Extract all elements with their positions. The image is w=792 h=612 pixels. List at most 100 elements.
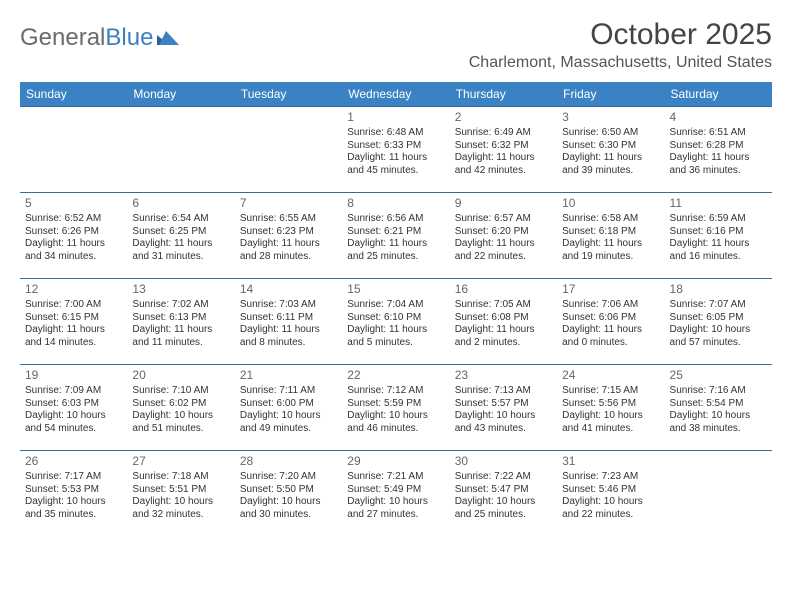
day-number: 7 (240, 196, 337, 211)
calendar-cell: 14Sunrise: 7:03 AMSunset: 6:11 PMDayligh… (235, 279, 342, 365)
calendar-cell: 22Sunrise: 7:12 AMSunset: 5:59 PMDayligh… (342, 365, 449, 451)
sunrise-text: Sunrise: 6:54 AM (132, 213, 229, 226)
daylight-text: Daylight: 10 hours and 49 minutes. (240, 410, 337, 435)
sunrise-text: Sunrise: 7:04 AM (347, 299, 444, 312)
sunset-text: Sunset: 6:00 PM (240, 398, 337, 411)
day-number: 20 (132, 368, 229, 383)
sunset-text: Sunset: 6:23 PM (240, 226, 337, 239)
sunrise-text: Sunrise: 6:51 AM (670, 127, 767, 140)
sunset-text: Sunset: 6:32 PM (455, 140, 552, 153)
day-number: 23 (455, 368, 552, 383)
calendar-cell: 9Sunrise: 6:57 AMSunset: 6:20 PMDaylight… (450, 193, 557, 279)
daylight-text: Daylight: 11 hours and 36 minutes. (670, 152, 767, 177)
sunrise-text: Sunrise: 7:00 AM (25, 299, 122, 312)
daylight-text: Daylight: 10 hours and 32 minutes. (132, 496, 229, 521)
sunrise-text: Sunrise: 7:20 AM (240, 471, 337, 484)
day-number: 16 (455, 282, 552, 297)
sunrise-text: Sunrise: 6:55 AM (240, 213, 337, 226)
sunset-text: Sunset: 5:50 PM (240, 484, 337, 497)
sunset-text: Sunset: 6:15 PM (25, 312, 122, 325)
calendar-cell: 13Sunrise: 7:02 AMSunset: 6:13 PMDayligh… (127, 279, 234, 365)
sunrise-text: Sunrise: 6:49 AM (455, 127, 552, 140)
daylight-text: Daylight: 11 hours and 19 minutes. (562, 238, 659, 263)
daylight-text: Daylight: 10 hours and 35 minutes. (25, 496, 122, 521)
day-number: 14 (240, 282, 337, 297)
sunrise-text: Sunrise: 6:56 AM (347, 213, 444, 226)
logo-icon (157, 27, 183, 47)
calendar-cell: 23Sunrise: 7:13 AMSunset: 5:57 PMDayligh… (450, 365, 557, 451)
daylight-text: Daylight: 10 hours and 27 minutes. (347, 496, 444, 521)
sunset-text: Sunset: 5:57 PM (455, 398, 552, 411)
sunset-text: Sunset: 6:20 PM (455, 226, 552, 239)
sunset-text: Sunset: 6:02 PM (132, 398, 229, 411)
calendar-cell (20, 107, 127, 193)
daylight-text: Daylight: 10 hours and 51 minutes. (132, 410, 229, 435)
day-number: 12 (25, 282, 122, 297)
calendar-cell: 25Sunrise: 7:16 AMSunset: 5:54 PMDayligh… (665, 365, 772, 451)
sunset-text: Sunset: 6:10 PM (347, 312, 444, 325)
sunrise-text: Sunrise: 7:06 AM (562, 299, 659, 312)
sunrise-text: Sunrise: 6:52 AM (25, 213, 122, 226)
sunrise-text: Sunrise: 7:05 AM (455, 299, 552, 312)
daylight-text: Daylight: 11 hours and 22 minutes. (455, 238, 552, 263)
sunset-text: Sunset: 5:53 PM (25, 484, 122, 497)
header: GeneralBlue October 2025 Charlemont, Mas… (20, 18, 772, 78)
daylight-text: Daylight: 10 hours and 43 minutes. (455, 410, 552, 435)
day-header: Sunday (20, 82, 127, 107)
daylight-text: Daylight: 11 hours and 11 minutes. (132, 324, 229, 349)
day-number: 21 (240, 368, 337, 383)
daylight-text: Daylight: 11 hours and 25 minutes. (347, 238, 444, 263)
sunrise-text: Sunrise: 7:03 AM (240, 299, 337, 312)
day-number: 9 (455, 196, 552, 211)
calendar-cell: 16Sunrise: 7:05 AMSunset: 6:08 PMDayligh… (450, 279, 557, 365)
day-number: 30 (455, 454, 552, 469)
logo-text-1: General (20, 24, 105, 52)
sunset-text: Sunset: 5:49 PM (347, 484, 444, 497)
day-header: Monday (127, 82, 234, 107)
sunset-text: Sunset: 5:46 PM (562, 484, 659, 497)
logo-text-2: Blue (105, 24, 153, 52)
sunrise-text: Sunrise: 6:50 AM (562, 127, 659, 140)
calendar-cell: 28Sunrise: 7:20 AMSunset: 5:50 PMDayligh… (235, 451, 342, 537)
calendar-week-row: 12 Sunrise: 7:00 AMSunset: 6:15 PM Dayligh… (20, 279, 772, 365)
sunrise-text: Sunrise: 7:09 AM (25, 385, 122, 398)
calendar-cell (665, 451, 772, 537)
logo: GeneralBlue (20, 24, 183, 52)
calendar-cell: 3Sunrise: 6:50 AMSunset: 6:30 PMDaylight… (557, 107, 664, 193)
sunrise-text: Sunrise: 7:10 AM (132, 385, 229, 398)
sunset-text: Sunset: 6:25 PM (132, 226, 229, 239)
daylight-text: Daylight: 11 hours and 45 minutes. (347, 152, 444, 177)
calendar-cell: 17Sunrise: 7:06 AMSunset: 6:06 PMDayligh… (557, 279, 664, 365)
day-number: 5 (25, 196, 122, 211)
day-header: Wednesday (342, 82, 449, 107)
calendar-week-row: 19Sunrise: 7:09 AMSunset: 6:03 PMDayligh… (20, 365, 772, 451)
title-block: October 2025 Charlemont, Massachusetts, … (469, 18, 772, 78)
calendar-cell: 27Sunrise: 7:18 AMSunset: 5:51 PMDayligh… (127, 451, 234, 537)
sunset-text: Sunset: 6:08 PM (455, 312, 552, 325)
sunrise-text: Sunrise: 7:22 AM (455, 471, 552, 484)
calendar-cell: 7Sunrise: 6:55 AMSunset: 6:23 PMDaylight… (235, 193, 342, 279)
calendar-cell: 11Sunrise: 6:59 AMSunset: 6:16 PMDayligh… (665, 193, 772, 279)
calendar-cell: 6Sunrise: 6:54 AMSunset: 6:25 PMDaylight… (127, 193, 234, 279)
daylight-text: Daylight: 10 hours and 25 minutes. (455, 496, 552, 521)
sunrise-text: Sunrise: 7:15 AM (562, 385, 659, 398)
daylight-text: Daylight: 10 hours and 22 minutes. (562, 496, 659, 521)
sunrise-text: Sunrise: 7:07 AM (670, 299, 767, 312)
sunset-text: Sunset: 5:54 PM (670, 398, 767, 411)
calendar-body: 1Sunrise: 6:48 AMSunset: 6:33 PMDaylight… (20, 107, 772, 537)
sunset-text: Sunset: 6:18 PM (562, 226, 659, 239)
calendar-cell (127, 107, 234, 193)
daylight-text: Daylight: 10 hours and 57 minutes. (670, 324, 767, 349)
day-number: 4 (670, 110, 767, 125)
daylight-text: Daylight: 11 hours and 42 minutes. (455, 152, 552, 177)
day-number: 8 (347, 196, 444, 211)
calendar-cell: 18Sunrise: 7:07 AMSunset: 6:05 PMDayligh… (665, 279, 772, 365)
calendar-cell: 8Sunrise: 6:56 AMSunset: 6:21 PMDaylight… (342, 193, 449, 279)
sunrise-text: Sunrise: 7:12 AM (347, 385, 444, 398)
day-number: 25 (670, 368, 767, 383)
day-number: 2 (455, 110, 552, 125)
day-number: 19 (25, 368, 122, 383)
day-number: 28 (240, 454, 337, 469)
daylight-text: Daylight: 11 hours and 34 minutes. (25, 238, 122, 263)
day-number: 27 (132, 454, 229, 469)
